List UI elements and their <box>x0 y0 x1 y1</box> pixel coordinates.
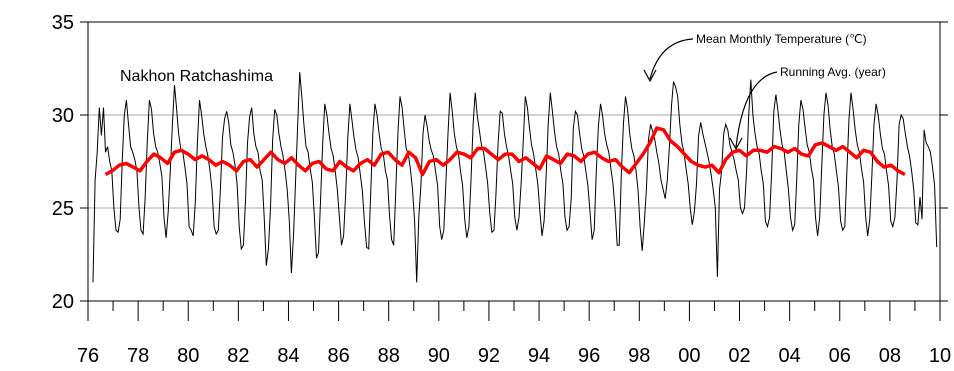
y-tick-label: 30 <box>52 105 74 127</box>
x-tick-label: 86 <box>327 345 349 367</box>
x-tick-label: 88 <box>378 345 400 367</box>
y-tick-label: 20 <box>52 291 74 313</box>
x-tick-label: 90 <box>428 345 450 367</box>
annotations: Mean Monthly Temperature (℃) Running Avg.… <box>643 32 886 151</box>
x-tick-label: 80 <box>177 345 199 367</box>
x-tick-label: 00 <box>678 345 700 367</box>
y-tick-label: 35 <box>52 12 74 34</box>
x-tick-label: 04 <box>779 345 801 367</box>
x-tick-label: 78 <box>127 345 149 367</box>
x-tick-label: 82 <box>227 345 249 367</box>
x-tick-label: 92 <box>478 345 500 367</box>
annotation-running-arrowhead <box>729 137 743 151</box>
x-tick-label: 76 <box>77 345 99 367</box>
series-running-average-line <box>104 126 906 177</box>
grid <box>88 114 940 209</box>
chart-title: Nakhon Ratchashima <box>120 68 273 85</box>
x-tick-label: 96 <box>578 345 600 367</box>
axes: 20 25 30 35 76 78 80 82 84 86 88 90 92 94 96 98 00 02 04 06… <box>52 12 951 367</box>
x-tick-label: 98 <box>628 345 650 367</box>
series-layer <box>92 72 938 283</box>
x-tick-label: 10 <box>929 345 951 367</box>
series-monthly-temperature-line <box>92 72 938 283</box>
x-tick-label: 02 <box>728 345 750 367</box>
annotation-monthly-arrowhead <box>643 69 657 83</box>
annotation-running-arrow <box>735 71 778 148</box>
x-tick-label: 94 <box>528 345 550 367</box>
annotation-running-label: Running Avg. (year) <box>780 65 886 79</box>
x-tick-label: 08 <box>879 345 901 367</box>
annotation-monthly-label: Mean Monthly Temperature (℃) <box>696 32 867 46</box>
annotation-monthly-arrow <box>649 38 694 80</box>
x-tick-label: 84 <box>277 345 299 367</box>
x-tick-label: 06 <box>829 345 851 367</box>
y-tick-label: 25 <box>52 198 74 220</box>
